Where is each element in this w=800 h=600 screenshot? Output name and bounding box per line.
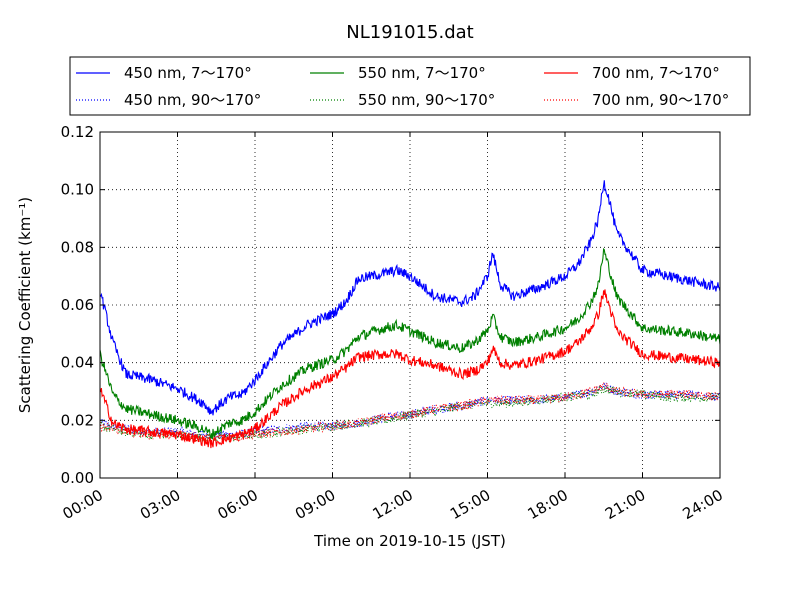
y-tick-label: 0.12 [61,123,94,141]
x-tick-label: 24:00 [680,486,726,523]
x-tick-label: 12:00 [370,486,416,523]
y-axis-label: Scattering Coefficient (km⁻¹) [16,197,34,413]
y-tick-label: 0.08 [61,238,94,256]
x-axis-label: Time on 2019-10-15 (JST) [313,532,506,550]
grid-lines [100,132,720,478]
legend-label: 450 nm, 7～170° [124,64,252,82]
series-line-4 [99,384,721,443]
legend: 450 nm, 7～170° 450 nm, 90～170° 550 nm, 7～1… [69,56,751,116]
legend-label: 700 nm, 7～170° [592,64,720,82]
series-line-3 [99,247,721,440]
axis-ticks: 00:00 03:00 06:00 09:00 12:00 15:00 18:00 21:00… [60,123,726,523]
legend-label: 700 nm, 90～170° [592,91,729,109]
series-line-1 [99,180,721,416]
legend-label: 550 nm, 90～170° [358,91,495,109]
y-tick-label: 0.00 [61,469,94,487]
x-tick-label: 15:00 [447,486,493,523]
series-line-5 [99,289,721,449]
series-line-2 [99,382,721,441]
legend-label: 450 nm, 90～170° [124,91,261,109]
chart-title: NL191015.dat [346,22,473,43]
x-tick-label: 06:00 [215,486,261,523]
x-tick-label: 03:00 [137,486,183,523]
x-tick-label: 00:00 [60,486,106,523]
x-tick-label: 09:00 [292,486,338,523]
legend-label: 550 nm, 7～170° [358,64,486,82]
legend-box [69,56,751,116]
y-tick-label: 0.02 [61,411,94,429]
x-tick-label: 18:00 [525,486,571,523]
series-group [99,180,721,449]
y-tick-label: 0.04 [61,354,94,372]
y-tick-label: 0.10 [61,181,94,199]
x-tick-label: 21:00 [602,486,648,523]
y-tick-label: 0.06 [61,296,94,314]
